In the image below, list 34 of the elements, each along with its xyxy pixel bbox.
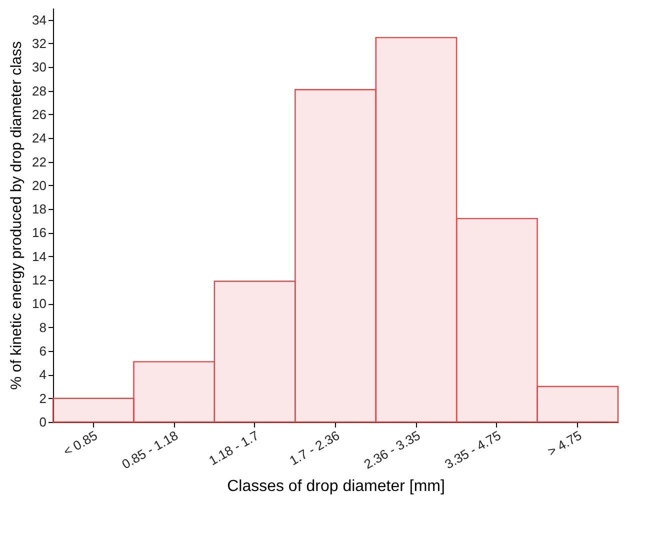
x-tick-label: 2.36 - 3.35	[361, 428, 423, 472]
x-tick-label: 1.18 - 1.7	[206, 428, 262, 468]
y-tick-label: 18	[32, 202, 46, 217]
y-tick-label: 4	[39, 367, 46, 382]
y-tick-label: 20	[32, 178, 46, 193]
x-tick-label: 3.35 - 4.75	[442, 428, 504, 472]
y-tick-label: 24	[32, 130, 46, 146]
bar	[52, 398, 134, 423]
y-tick-label: 0	[39, 414, 46, 430]
y-tick-label: 2	[39, 390, 46, 406]
y-tick-label: 34	[32, 12, 46, 28]
x-tick-label: 0.85 - 1.18	[119, 428, 181, 472]
x-tick-label: 1.7 - 2.36	[286, 428, 342, 468]
bar	[294, 89, 376, 423]
y-axis-title: % of kinetic energy produced by drop diameter class	[8, 41, 26, 390]
y-tick-label: 28	[32, 83, 46, 98]
y-tick-label: 14	[32, 248, 46, 264]
bar	[214, 280, 296, 423]
y-tick-label: 26	[32, 106, 46, 122]
bar	[536, 386, 619, 423]
y-tick-label: 8	[39, 320, 46, 335]
y-tick-label: 10	[32, 296, 46, 312]
y-tick-label: 22	[32, 154, 46, 170]
y-tick-label: 32	[32, 36, 46, 51]
bar	[375, 36, 458, 423]
x-axis-title: Classes of drop diameter [mm]	[227, 478, 445, 495]
bar	[133, 361, 216, 423]
bar	[456, 218, 538, 423]
y-tick-label: 30	[32, 60, 46, 75]
y-tick-label: 6	[39, 344, 46, 359]
y-tick-label: 16	[32, 225, 46, 240]
y-tick-label: 12	[32, 272, 46, 288]
x-tick-label: > 4.75	[545, 428, 584, 460]
x-tick-label: < 0.85	[60, 428, 100, 460]
